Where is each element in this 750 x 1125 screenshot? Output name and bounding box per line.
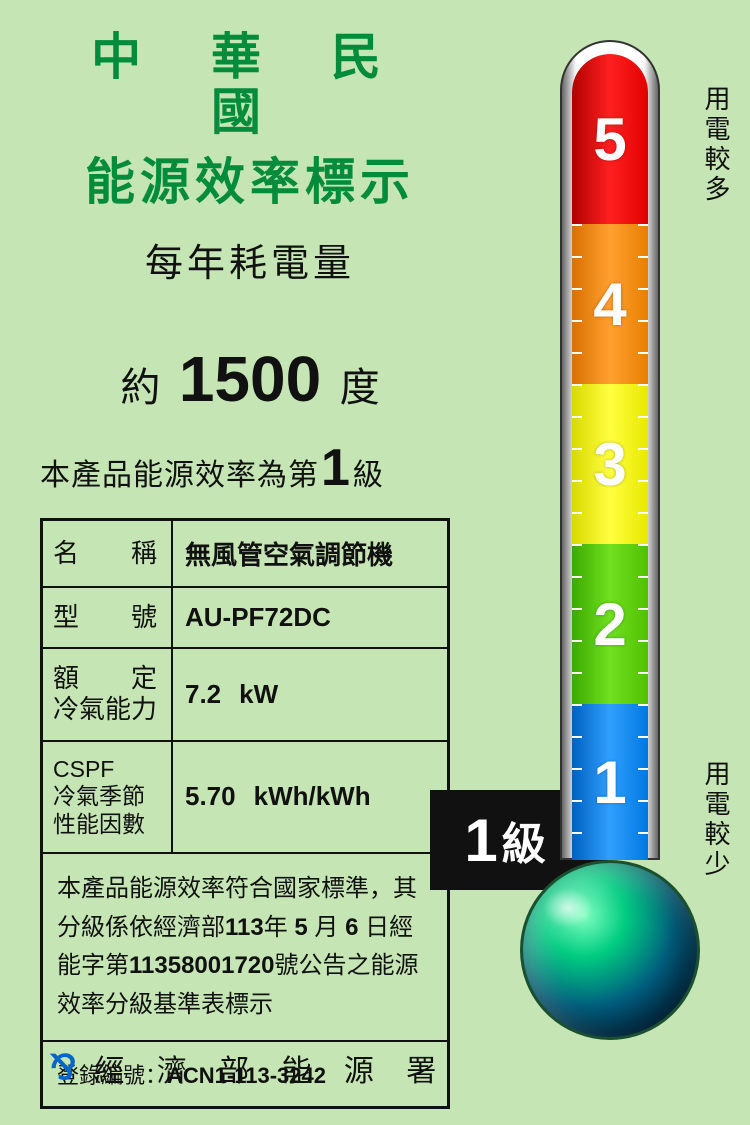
cspf-num: 5.70	[185, 781, 236, 812]
agency-name: 經 濟 部 能 源 署	[95, 1046, 449, 1090]
annual-consumption-label: 每年耗電量	[40, 232, 460, 287]
grade-prefix: 本產品能源效率為第	[40, 459, 319, 492]
level-3: 3	[572, 384, 648, 544]
capacity-unit: kW	[239, 679, 278, 710]
name-value: 無風管空氣調節機	[173, 521, 447, 586]
table-row: 型 號 AU-PF72DC	[43, 588, 447, 649]
level-4-label: 4	[593, 270, 626, 339]
compliance-b: 年	[264, 914, 288, 941]
cspf-unit: kWh/kWh	[254, 781, 371, 812]
level-5-label: 5	[593, 105, 626, 174]
spec-table: 名 稱 無風管空氣調節機 型 號 AU-PF72DC 額 定 冷氣能力 7.2 …	[40, 518, 450, 1109]
consumption-value-row: 約 1500 度	[40, 342, 460, 416]
grade-statement: 本產品能源效率為第1級	[40, 438, 460, 498]
model-label: 型 號	[43, 588, 173, 647]
level-4: 4	[572, 224, 648, 384]
name-label: 名 稱	[43, 521, 173, 586]
compliance-month: 5	[294, 914, 307, 941]
label-title: 能源效率標示	[40, 142, 460, 214]
table-row: 額 定 冷氣能力 7.2 kW	[43, 649, 447, 741]
less-power-label: 用電較少	[698, 760, 735, 880]
consumption-value: 1500	[179, 343, 321, 415]
capacity-value: 7.2 kW	[173, 649, 447, 739]
level-5: 5	[572, 54, 648, 224]
level-1-label: 1	[593, 748, 626, 817]
compliance-c: 月	[314, 914, 338, 941]
compliance-text: 本產品能源效率符合國家標準，其分級係依經濟部113年 5 月 6 日經能字第11…	[43, 854, 447, 1042]
model-value: AU-PF72DC	[173, 588, 447, 647]
thermometer: 5 4 3 2 1	[550, 40, 670, 980]
more-power-label: 用電較多	[698, 85, 735, 205]
arrow-suffix: 級	[502, 808, 546, 872]
level-1: 1	[572, 704, 648, 860]
capacity-label: 額 定 冷氣能力	[43, 649, 173, 739]
level-2-label: 2	[593, 590, 626, 659]
grade-suffix: 級	[353, 459, 384, 492]
grade-number: 1	[321, 439, 351, 497]
table-row: CSPF 冷氣季節 性能因數 5.70 kWh/kWh	[43, 742, 447, 855]
level-2: 2	[572, 544, 648, 704]
capacity-num: 7.2	[185, 679, 221, 710]
cspf-value: 5.70 kWh/kWh	[173, 742, 447, 853]
level-3-label: 3	[593, 430, 626, 499]
arrow-grade: 1	[464, 806, 497, 875]
agency-logo-icon: ⅋	[50, 1048, 77, 1088]
compliance-year: 113	[225, 914, 264, 941]
footer: ⅋ 經 濟 部 能 源 署	[50, 1046, 448, 1090]
country-title: 中 華 民 國	[40, 30, 460, 140]
approx-prefix: 約	[120, 366, 160, 410]
thermometer-bulb-globe	[520, 860, 700, 1040]
compliance-day: 6	[345, 914, 358, 941]
consumption-unit: 度	[340, 366, 380, 410]
cspf-label: CSPF 冷氣季節 性能因數	[43, 742, 173, 853]
compliance-docno: 11358001720	[129, 952, 275, 979]
thermometer-segments: 5 4 3 2 1	[572, 54, 648, 860]
table-row: 名 稱 無風管空氣調節機	[43, 521, 447, 588]
